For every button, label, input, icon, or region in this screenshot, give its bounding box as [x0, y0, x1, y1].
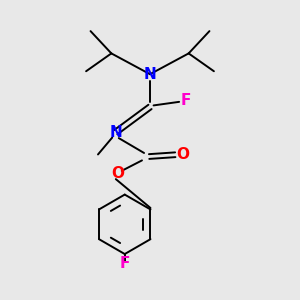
- Text: O: O: [176, 147, 189, 162]
- Text: N: N: [110, 125, 122, 140]
- Text: F: F: [181, 94, 191, 109]
- Text: N: N: [144, 67, 156, 82]
- Text: F: F: [119, 256, 130, 271]
- Text: O: O: [111, 166, 124, 181]
